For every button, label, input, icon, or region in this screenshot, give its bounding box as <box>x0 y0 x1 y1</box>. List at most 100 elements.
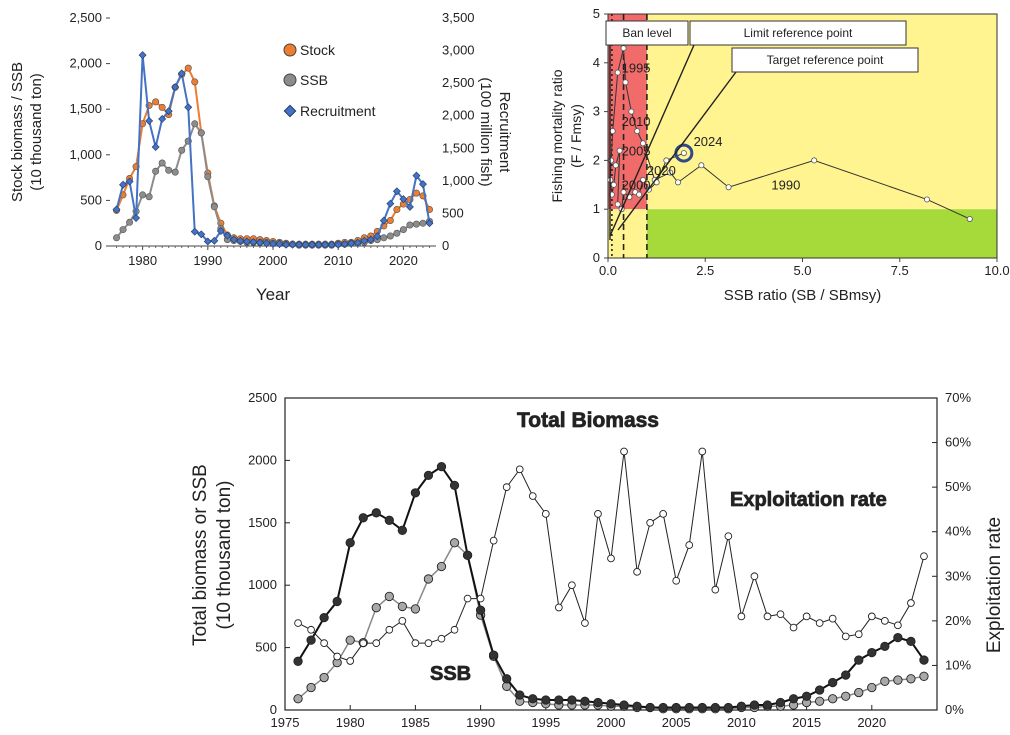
annotation-ssb: SSB <box>430 663 471 685</box>
trajectory-point <box>675 179 682 186</box>
trajectory-point <box>612 162 619 169</box>
data-point <box>294 619 302 627</box>
y-tick-label: 2,500 <box>69 10 102 25</box>
data-point <box>242 237 251 246</box>
x-tick-label: 1975 <box>271 715 300 730</box>
year-label: 2020 <box>647 163 676 178</box>
data-point <box>475 605 486 615</box>
data-point <box>345 635 355 645</box>
y-tick-label: 2000 <box>248 452 277 467</box>
data-point <box>412 171 421 180</box>
trajectory-point <box>620 189 627 196</box>
data-point <box>802 612 811 621</box>
data-point <box>750 572 759 581</box>
data-point <box>410 488 421 498</box>
series-line-recruitment <box>115 55 431 246</box>
y-axis-label: Fishing mortality ratio (F / Fmsy) <box>549 69 584 202</box>
data-point <box>528 694 538 704</box>
data-point <box>723 702 734 713</box>
callout-text: Ban level <box>622 26 671 40</box>
data-point <box>386 232 394 240</box>
data-point <box>158 159 166 167</box>
chart-total-biomass-exploitation: 1975 1980 1985 1990 1995 2000 2005 2010 2015 2020… <box>190 390 1005 730</box>
data-point <box>229 235 238 244</box>
data-point <box>386 216 394 224</box>
data-point <box>788 694 799 704</box>
data-point <box>419 180 427 189</box>
data-point <box>841 632 850 641</box>
legend-marker <box>283 73 297 87</box>
x-tick-label: 2010 <box>324 253 353 268</box>
y2-tick-label: 20% <box>945 613 971 628</box>
data-point <box>203 237 212 246</box>
data-point <box>410 604 421 614</box>
data-point <box>288 240 297 249</box>
year-label: 2000 <box>622 178 651 193</box>
data-point <box>398 617 407 625</box>
data-point <box>353 238 362 247</box>
data-point <box>301 240 310 249</box>
y2-tick-label: 2,500 <box>442 75 475 90</box>
y2-tick-label: 3,500 <box>442 10 475 25</box>
y2-tick-label: 1,000 <box>442 173 475 188</box>
data-point <box>425 219 434 228</box>
data-point <box>424 639 433 647</box>
data-point <box>841 670 851 680</box>
data-point <box>249 238 258 247</box>
data-point <box>204 173 212 181</box>
data-point <box>379 216 388 225</box>
data-point <box>619 700 629 710</box>
data-point <box>132 214 141 222</box>
trajectory-point <box>609 128 616 135</box>
trajectory-point <box>811 157 818 164</box>
data-point <box>295 240 304 249</box>
data-point <box>256 238 264 247</box>
data-point <box>711 585 720 594</box>
data-point <box>164 107 173 116</box>
x-tick-label: 5.0 <box>793 263 811 278</box>
data-point <box>906 674 916 684</box>
data-point <box>632 701 642 711</box>
data-point <box>399 226 407 234</box>
year-label: 2024 <box>694 134 723 149</box>
trajectory-point <box>628 108 635 115</box>
data-point <box>919 655 929 665</box>
data-point <box>515 690 525 700</box>
x-tick-label: 2000 <box>259 253 288 268</box>
y-tick-label: 2500 <box>248 390 277 405</box>
data-point <box>423 470 434 481</box>
data-point <box>476 594 485 603</box>
data-point <box>737 612 746 621</box>
data-point <box>776 610 785 619</box>
data-point <box>197 129 205 137</box>
chart-kobe-plot: 0.0 2.5 5.0 7.5 10.0 0 1 2 3 4 5 SSB ratio (SB / SB… <box>549 6 1010 304</box>
y-tick-label: 0 <box>270 702 277 717</box>
data-point <box>724 532 733 541</box>
data-point <box>880 676 890 686</box>
y2-tick-label: 2,000 <box>442 108 475 123</box>
trajectory-point <box>614 201 621 208</box>
data-point <box>763 612 772 621</box>
legend-marker <box>283 43 297 57</box>
data-point <box>360 236 369 245</box>
data-point <box>854 655 864 665</box>
callout-text: Target reference point <box>767 53 884 67</box>
data-point <box>145 116 154 125</box>
data-point <box>541 695 551 705</box>
data-point <box>282 240 290 249</box>
x-tick-label: 7.5 <box>891 263 909 278</box>
data-point <box>736 701 747 711</box>
data-point <box>386 199 395 208</box>
data-point <box>620 447 628 456</box>
data-point <box>412 220 420 228</box>
data-point <box>158 103 166 111</box>
data-point <box>554 695 564 705</box>
data-point <box>419 219 427 227</box>
data-point <box>119 226 127 234</box>
data-point <box>334 240 343 249</box>
year-label: 1995 <box>622 61 651 76</box>
callout-box <box>605 20 689 46</box>
y-tick-label: 1 <box>593 201 600 216</box>
data-point <box>358 513 368 523</box>
data-point <box>371 603 381 613</box>
